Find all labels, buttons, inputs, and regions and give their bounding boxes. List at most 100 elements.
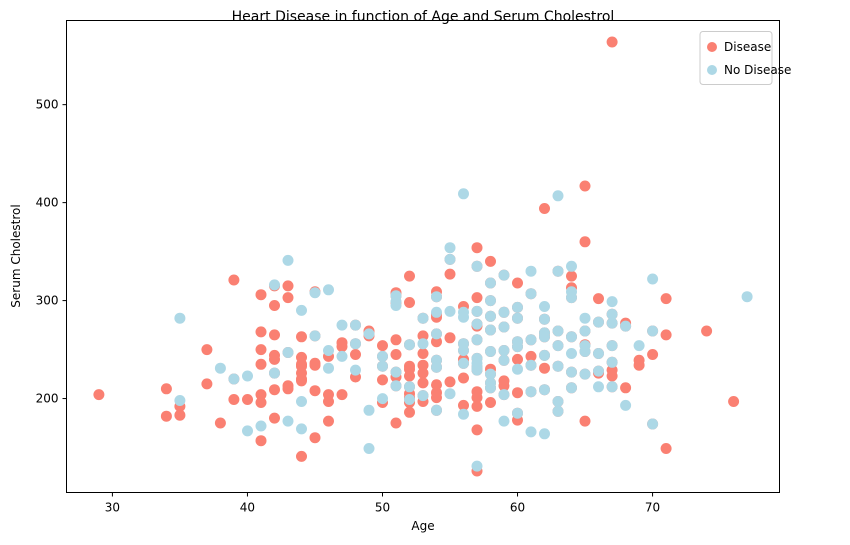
data-point	[647, 349, 659, 360]
legend-label-no-disease: No Disease	[724, 63, 791, 77]
data-point	[579, 325, 591, 337]
data-point	[701, 325, 713, 337]
data-point	[377, 360, 388, 372]
data-point	[323, 415, 334, 427]
data-point	[552, 360, 564, 372]
data-point	[174, 312, 186, 324]
data-point	[255, 397, 267, 408]
data-point	[471, 260, 483, 272]
data-point	[269, 367, 280, 379]
data-point	[471, 305, 483, 317]
data-point	[498, 306, 510, 318]
data-point	[404, 270, 415, 282]
data-point	[309, 359, 321, 371]
data-point	[579, 368, 591, 380]
data-point	[633, 359, 645, 371]
data-point	[255, 326, 267, 338]
data-point	[539, 301, 550, 312]
data-point	[444, 332, 456, 344]
y-tick-label: 500	[36, 98, 59, 112]
data-point	[228, 373, 240, 385]
data-point	[660, 443, 672, 454]
legend-marker-no-disease	[707, 65, 717, 75]
legend-marker-disease	[707, 42, 717, 52]
data-point	[512, 341, 523, 353]
data-point	[620, 320, 632, 332]
data-point	[458, 311, 469, 323]
x-tick-label: 70	[645, 501, 660, 515]
data-point	[296, 450, 307, 462]
data-point	[498, 415, 510, 427]
data-point	[471, 424, 483, 436]
data-point	[431, 361, 442, 373]
data-point	[620, 399, 632, 411]
data-point	[471, 318, 483, 330]
data-point	[498, 380, 510, 392]
data-point	[377, 374, 388, 386]
data-point	[363, 443, 375, 454]
data-point	[647, 325, 659, 337]
data-point	[512, 353, 523, 365]
data-point	[417, 367, 429, 379]
data-point	[323, 284, 334, 296]
x-tick-label: 40	[240, 501, 255, 515]
data-point	[458, 345, 469, 356]
data-point	[431, 328, 442, 340]
data-point	[566, 270, 577, 282]
data-point	[606, 308, 618, 320]
data-point	[404, 339, 415, 351]
data-point	[255, 435, 267, 447]
series-disease	[93, 36, 740, 477]
data-point	[579, 236, 591, 248]
data-point	[552, 396, 564, 407]
data-point	[269, 300, 280, 311]
data-point	[377, 350, 388, 362]
data-point	[633, 340, 645, 352]
data-point	[471, 334, 483, 346]
data-point	[323, 345, 334, 356]
data-point	[444, 388, 456, 400]
data-point	[431, 404, 442, 416]
data-point	[377, 393, 388, 405]
data-point	[539, 362, 550, 374]
data-point	[431, 336, 442, 348]
data-point	[566, 366, 577, 378]
data-point	[228, 394, 240, 405]
data-point	[485, 324, 496, 336]
data-point	[485, 310, 496, 322]
data-point	[404, 394, 415, 405]
data-point	[431, 291, 442, 303]
data-point	[552, 405, 564, 417]
data-point	[660, 293, 672, 305]
data-point	[444, 242, 456, 254]
data-point	[593, 293, 604, 305]
data-point	[336, 389, 348, 401]
data-point	[390, 380, 402, 392]
data-point	[404, 406, 415, 418]
data-point	[417, 348, 429, 359]
data-point	[309, 385, 321, 397]
data-point	[309, 432, 321, 444]
data-point	[390, 366, 402, 378]
data-point	[444, 305, 456, 317]
data-point	[512, 363, 523, 375]
data-point	[566, 348, 577, 359]
data-point	[93, 389, 105, 401]
data-point	[579, 415, 591, 427]
data-point	[471, 400, 483, 412]
data-point	[512, 407, 523, 419]
data-point	[647, 418, 659, 430]
data-point	[242, 425, 253, 437]
data-point	[525, 350, 537, 362]
data-point	[350, 319, 361, 331]
data-point	[606, 370, 618, 382]
data-point	[471, 357, 483, 369]
data-point	[417, 338, 429, 350]
data-point	[606, 317, 618, 329]
data-point	[593, 316, 604, 328]
data-point	[390, 349, 402, 360]
data-point	[566, 331, 577, 343]
data-point	[606, 340, 618, 352]
data-point	[525, 386, 537, 398]
data-point	[228, 274, 240, 286]
